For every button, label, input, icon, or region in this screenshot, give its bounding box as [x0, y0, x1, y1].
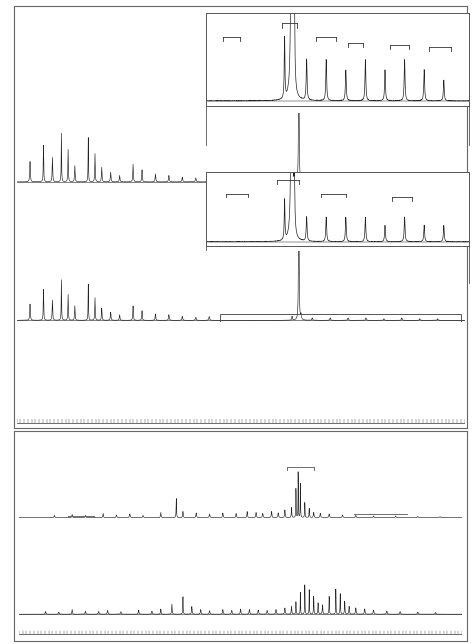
Bar [220, 314, 461, 321]
Bar [220, 175, 461, 183]
